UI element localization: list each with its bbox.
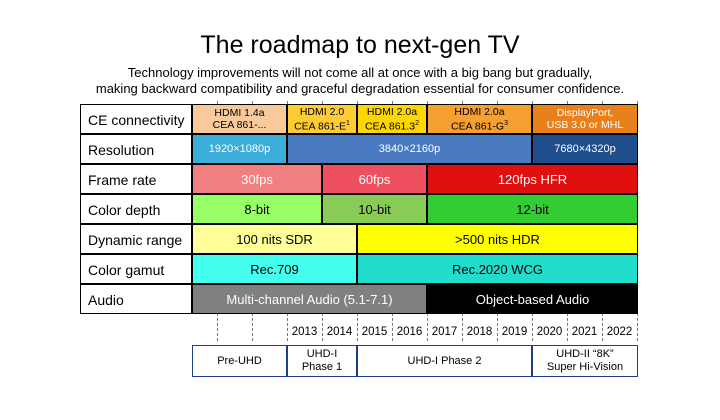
phase-uhd-ii-8k: UHD-II “8K” Super Hi-Vision (532, 345, 638, 377)
year-label: 2019 (501, 326, 528, 338)
connectivity-line2: CEA 861-G3 (451, 118, 508, 133)
phase-label-line2: Super Hi-Vision (546, 361, 624, 373)
connectivity-line1: HDMI 2.0a (454, 105, 505, 118)
audio-cell: Object-based Audio (427, 284, 638, 314)
resolution-cell: 3840×2160p (287, 134, 532, 164)
frame-rate-cell: 60fps (322, 164, 427, 194)
phase-uhd-i-phase-2: UHD-I Phase 2 (357, 345, 532, 377)
connectivity-line2: CEA 861-... (212, 119, 267, 131)
connectivity-line1: HDMI 1.4a (214, 107, 265, 119)
connectivity-line2: CEA 861.32 (365, 118, 419, 133)
connectivity-line2-text: CEA 861.3 (364, 120, 416, 133)
phase-label-line2: Phase 1 (301, 361, 343, 373)
audio-cell: Multi-channel Audio (5.1-7.1) (192, 284, 427, 314)
connectivity-line2: CEA 861-E1 (294, 118, 350, 133)
year-label: 2013 (291, 326, 318, 338)
row-label-color-depth: Color depth (80, 194, 192, 224)
year-label: 2021 (571, 326, 598, 338)
year-label: 2017 (431, 326, 458, 338)
phase-label: UHD-I (306, 348, 338, 360)
connectivity-line2-text: CEA 861-E (294, 120, 347, 133)
row-label-audio: Audio (80, 284, 192, 314)
year-label: 2018 (466, 326, 493, 338)
color-depth-cell: 10-bit (322, 194, 427, 224)
color-depth-cell: 8-bit (192, 194, 322, 224)
connectivity-cell: HDMI 2.0a CEA 861.32 (357, 104, 427, 134)
connectivity-line1: HDMI 2.0 (299, 105, 345, 118)
row-label-resolution: Resolution (80, 134, 192, 164)
phase-label: UHD-II “8K” (556, 348, 614, 360)
connectivity-line2-text: CEA 861-G (450, 120, 505, 133)
connectivity-line2: USB 3.0 or MHL (546, 119, 624, 131)
frame-rate-cell: 120fps HFR (427, 164, 638, 194)
subtitle-line-2: making backward compatibility and gracef… (95, 81, 625, 96)
connectivity-line1: HDMI 2.0a (366, 105, 418, 118)
connectivity-line1: DisplayPort, (556, 107, 614, 119)
color-gamut-cell: Rec.2020 WCG (357, 254, 638, 284)
year-label: 2022 (606, 326, 633, 338)
year-label: 2020 (536, 326, 563, 338)
connectivity-cell: HDMI 2.0a CEA 861-G3 (427, 104, 532, 134)
row-label-dynamic-range: Dynamic range (80, 224, 192, 254)
footnote-marker: 3 (504, 119, 509, 127)
frame-rate-cell: 30fps (192, 164, 322, 194)
year-label: 2015 (361, 326, 388, 338)
year-label: 2014 (326, 326, 353, 338)
color-depth-cell: 12-bit (427, 194, 638, 224)
dynamic-range-cell: >500 nits HDR (357, 224, 638, 254)
footnote-marker: 2 (415, 119, 420, 127)
connectivity-cell: HDMI 2.0 CEA 861-E1 (287, 104, 357, 134)
row-label-frame-rate: Frame rate (80, 164, 192, 194)
subtitle-line-1: Technology improvements will not come al… (127, 65, 593, 80)
row-label-color-gamut: Color gamut (80, 254, 192, 284)
color-gamut-cell: Rec.709 (192, 254, 357, 284)
phase-uhd-i-phase-1: UHD-I Phase 1 (287, 345, 357, 377)
phase-label: UHD-I Phase 2 (407, 354, 482, 367)
year-label: 2016 (396, 326, 423, 338)
row-label-ce-connectivity: CE connectivity (80, 104, 192, 134)
phase-label: Pre-UHD (217, 354, 262, 367)
dynamic-range-cell: 100 nits SDR (192, 224, 357, 254)
subtitle: Technology improvements will not come al… (0, 65, 720, 97)
connectivity-cell: HDMI 1.4a CEA 861-... (192, 104, 287, 134)
page-title: The roadmap to next-gen TV (200, 31, 520, 59)
resolution-cell: 1920×1080p (192, 134, 287, 164)
resolution-cell: 7680×4320p (532, 134, 638, 164)
connectivity-cell: DisplayPort, USB 3.0 or MHL (532, 104, 638, 134)
footnote-marker: 1 (346, 119, 350, 127)
phase-pre-uhd: Pre-UHD (192, 345, 287, 377)
